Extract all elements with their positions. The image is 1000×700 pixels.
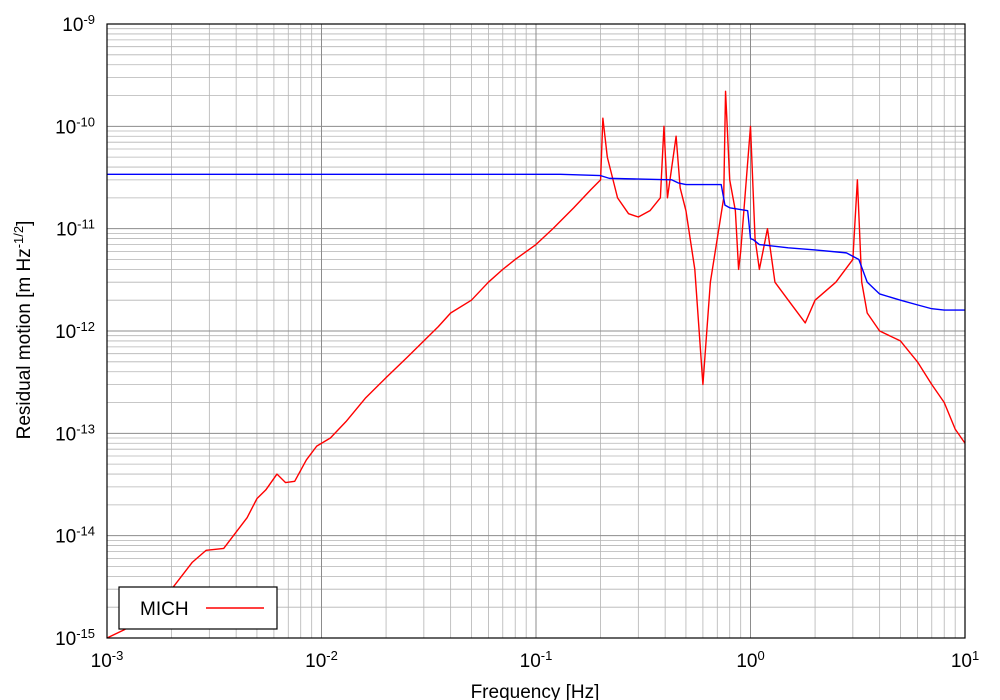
y-tick-labels: 10-15 10-14 10-13 10-12 10-11 10-10 10-9: [55, 12, 95, 651]
x-tick-label: 101: [951, 648, 979, 673]
y-axis-label-end: ]: [14, 221, 35, 226]
x-tick-labels: 10-3 10-2 10-1 100 101: [91, 648, 980, 673]
y-tick-label: 10-11: [56, 216, 95, 241]
x-axis-label: Frequency [Hz]: [471, 682, 600, 700]
y-tick-label: 10-9: [62, 12, 95, 37]
x-tick-label: 10-3: [91, 648, 124, 673]
series-layer: [106, 90, 966, 639]
y-tick-label: 10-14: [55, 523, 95, 548]
legend-label-mich: MICH: [140, 599, 189, 620]
y-tick-label: 10-13: [55, 421, 95, 446]
series-line-blue: [107, 173, 965, 311]
legend: MICH: [118, 586, 278, 630]
y-axis-label-main: Residual motion [m Hz: [14, 248, 35, 439]
plot-frame: [106, 23, 966, 639]
y-axis-label: Residual motion [m Hz-1/2]: [11, 221, 36, 440]
x-tick-label: 100: [736, 648, 764, 673]
x-tick-label: 10-2: [305, 648, 338, 673]
y-tick-label: 10-12: [55, 319, 95, 344]
y-tick-label: 10-15: [55, 626, 95, 651]
series-line-mich: [106, 90, 966, 639]
y-axis-label-superscript: -1/2: [11, 226, 26, 248]
x-tick-label: 10-1: [520, 648, 553, 673]
y-tick-label: 10-10: [55, 114, 95, 139]
